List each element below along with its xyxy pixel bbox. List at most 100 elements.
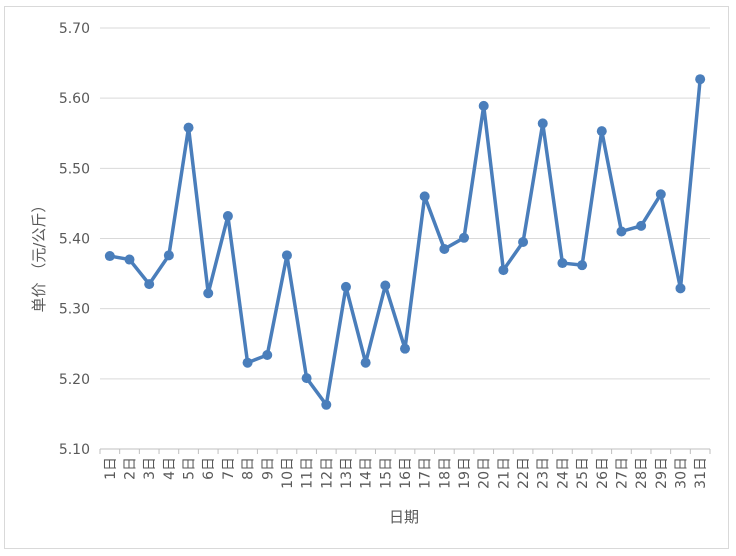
x-tick: 3日 bbox=[142, 457, 158, 480]
series bbox=[104, 74, 706, 410]
x-tick: 8日 bbox=[241, 457, 257, 480]
data-point bbox=[518, 237, 529, 248]
x-tick: 22日 bbox=[516, 457, 532, 489]
data-point bbox=[183, 122, 194, 133]
x-tick: 28日 bbox=[634, 457, 650, 489]
x-tick: 15日 bbox=[378, 457, 394, 489]
x-tick-label: 6日 bbox=[201, 457, 217, 480]
x-tick: 10日 bbox=[280, 457, 296, 489]
y-tick-label: 5.70 bbox=[59, 21, 90, 37]
data-point bbox=[478, 100, 489, 111]
gridlines bbox=[100, 27, 710, 450]
x-tick: 11日 bbox=[300, 457, 316, 489]
x-tick-label: 15日 bbox=[378, 457, 394, 489]
y-tick: 5.70 bbox=[59, 21, 90, 37]
x-tick-label: 30日 bbox=[673, 457, 689, 489]
data-point bbox=[203, 288, 214, 299]
data-point bbox=[655, 189, 666, 200]
data-point bbox=[419, 191, 430, 202]
x-tick-label: 29日 bbox=[654, 457, 670, 489]
x-tick-label: 31日 bbox=[693, 457, 709, 489]
x-tick-label: 23日 bbox=[536, 457, 552, 489]
x-tick: 24日 bbox=[555, 457, 571, 489]
x-tick-label: 25日 bbox=[575, 457, 591, 489]
x-tick: 4日 bbox=[162, 457, 178, 480]
data-point bbox=[498, 265, 509, 276]
data-point bbox=[340, 281, 351, 292]
y-tick-label: 5.20 bbox=[59, 372, 90, 388]
x-tick-label: 28日 bbox=[634, 457, 650, 489]
x-tick: 7日 bbox=[221, 457, 237, 480]
y-tick: 5.10 bbox=[59, 442, 90, 458]
data-point bbox=[262, 349, 273, 360]
data-point bbox=[360, 357, 371, 368]
y-tick-label: 5.30 bbox=[59, 302, 90, 318]
y-tick-label: 5.50 bbox=[59, 161, 90, 177]
x-tick: 25日 bbox=[575, 457, 591, 489]
y-tick: 5.60 bbox=[59, 91, 90, 107]
x-tick-label: 17日 bbox=[418, 457, 434, 489]
data-point bbox=[459, 232, 470, 243]
data-point bbox=[695, 74, 706, 85]
x-tick-label: 5日 bbox=[182, 457, 198, 480]
x-tick-label: 9日 bbox=[260, 457, 276, 480]
data-point bbox=[636, 220, 647, 231]
x-tick-label: 12日 bbox=[319, 457, 335, 489]
x-tick: 17日 bbox=[418, 457, 434, 489]
x-tick: 30日 bbox=[673, 457, 689, 489]
x-tick: 1日 bbox=[103, 457, 119, 480]
data-point bbox=[144, 279, 155, 290]
data-point bbox=[301, 373, 312, 384]
x-tick-label: 21日 bbox=[496, 457, 512, 489]
x-tick-label: 11日 bbox=[300, 457, 316, 489]
x-tick: 12日 bbox=[319, 457, 335, 489]
data-point bbox=[281, 250, 292, 261]
series-line bbox=[108, 77, 702, 407]
data-point bbox=[557, 258, 568, 269]
data-point bbox=[242, 357, 253, 368]
x-tick: 26日 bbox=[595, 457, 611, 489]
x-tick-label: 1日 bbox=[103, 457, 119, 480]
data-point bbox=[104, 251, 115, 262]
x-tick-label: 16日 bbox=[398, 457, 414, 489]
chart-area bbox=[4, 6, 729, 549]
x-tick: 9日 bbox=[260, 457, 276, 480]
x-tick-label: 10日 bbox=[280, 457, 296, 489]
y-tick-label: 5.60 bbox=[59, 91, 90, 107]
x-tick: 2日 bbox=[123, 457, 139, 480]
x-tick: 19日 bbox=[457, 457, 473, 489]
data-point bbox=[321, 399, 332, 410]
x-tick-label: 7日 bbox=[221, 457, 237, 480]
x-tick-label: 20日 bbox=[477, 457, 493, 489]
y-tick: 5.40 bbox=[59, 232, 90, 248]
x-tick: 16日 bbox=[398, 457, 414, 489]
x-tick: 18日 bbox=[437, 457, 453, 489]
x-axis: 1日 2日 3日 4日 5日 6日 7日 8日 9日 10日 11日 12日 13日 14日 15日 16日 1… bbox=[99, 448, 711, 489]
y-axis: 5.10 5.20 5.30 5.40 5.50 5.60 5.70 bbox=[59, 21, 90, 458]
data-point bbox=[380, 280, 391, 291]
x-tick-label: 19日 bbox=[457, 457, 473, 489]
x-tick-label: 22日 bbox=[516, 457, 532, 489]
y-tick: 5.30 bbox=[59, 302, 90, 318]
x-tick-label: 24日 bbox=[555, 457, 571, 489]
x-tick-label: 8日 bbox=[241, 457, 257, 480]
y-tick: 5.50 bbox=[59, 161, 90, 177]
x-tick: 29日 bbox=[654, 457, 670, 489]
x-tick: 21日 bbox=[496, 457, 512, 489]
data-point bbox=[163, 250, 174, 261]
x-tick: 23日 bbox=[536, 457, 552, 489]
x-tick: 5日 bbox=[182, 457, 198, 480]
data-point bbox=[675, 283, 686, 294]
data-point bbox=[222, 211, 233, 222]
x-tick: 31日 bbox=[693, 457, 709, 489]
x-tick-label: 4日 bbox=[162, 457, 178, 480]
y-tick-label: 5.40 bbox=[59, 232, 90, 248]
y-tick-label: 5.10 bbox=[59, 442, 90, 458]
data-point bbox=[439, 244, 450, 255]
data-point bbox=[400, 343, 410, 354]
data-point bbox=[124, 254, 135, 265]
x-axis-title: 日期 bbox=[389, 508, 419, 526]
data-point bbox=[537, 118, 548, 129]
x-tick: 27日 bbox=[614, 457, 630, 489]
